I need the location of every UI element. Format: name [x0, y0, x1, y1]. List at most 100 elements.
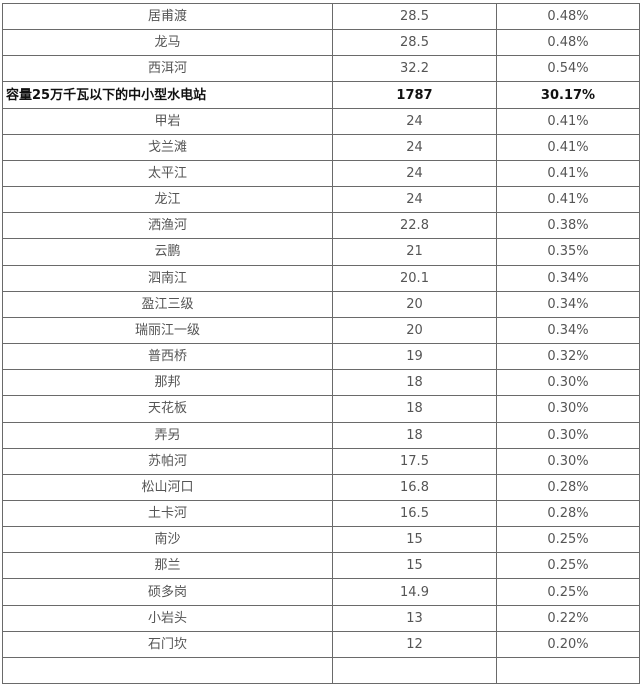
share-cell: 0.41%	[496, 107, 640, 135]
empty-cell	[496, 656, 640, 684]
station-name-cell: 容量25万千瓦以下的中小型水电站	[2, 81, 333, 109]
capacity-cell: 14.9	[332, 578, 497, 606]
share-cell: 0.30%	[496, 447, 640, 475]
share-cell: 0.35%	[496, 238, 640, 266]
table-row: 小岩头 13 0.22%	[2, 604, 640, 632]
capacity-cell: 18	[332, 421, 497, 449]
capacity-cell: 32.2	[332, 55, 497, 83]
table-row: 戈兰滩 24 0.41%	[2, 133, 640, 161]
table-row: 南沙 15 0.25%	[2, 526, 640, 554]
capacity-cell: 1787	[332, 81, 497, 109]
share-cell: 0.30%	[496, 421, 640, 449]
table-row: 苏帕河 17.5 0.30%	[2, 447, 640, 475]
station-name-cell: 硕多岗	[2, 578, 333, 606]
table-row: 硕多岗 14.9 0.25%	[2, 578, 640, 606]
table-row: 太平江 24 0.41%	[2, 159, 640, 188]
table-row: 西洱河 32.2 0.54%	[2, 55, 640, 83]
station-name-cell: 普西桥	[2, 343, 333, 371]
station-name-cell: 洒渔河	[2, 212, 333, 240]
table-row-subtotal: 容量25万千瓦以下的中小型水电站 1787 30.17%	[2, 81, 640, 109]
station-name-cell: 云鹏	[2, 238, 333, 266]
station-name-cell: 石门坎	[2, 630, 333, 658]
station-name-cell: 那邦	[2, 369, 333, 397]
station-name-cell: 松山河口	[2, 473, 333, 501]
capacity-cell: 24	[332, 133, 497, 161]
share-cell: 0.54%	[496, 55, 640, 83]
share-cell: 0.48%	[496, 2, 640, 31]
station-name-cell: 甲岩	[2, 107, 333, 135]
table-row: 泗南江 20.1 0.34%	[2, 264, 640, 292]
share-cell: 0.32%	[496, 343, 640, 371]
share-cell: 0.30%	[496, 369, 640, 397]
capacity-cell: 22.8	[332, 212, 497, 240]
table-row: 土卡河 16.5 0.28%	[2, 499, 640, 528]
station-name-cell: 居甫渡	[2, 2, 333, 31]
capacity-cell: 24	[332, 159, 497, 188]
station-name-cell: 泗南江	[2, 264, 333, 292]
station-name-cell: 盈江三级	[2, 290, 333, 318]
table-row: 洒渔河 22.8 0.38%	[2, 212, 640, 240]
station-name-cell: 龙马	[2, 29, 333, 57]
table-row: 天花板 18 0.30%	[2, 395, 640, 423]
station-name-cell: 瑞丽江一级	[2, 316, 333, 345]
station-name-cell: 龙江	[2, 186, 333, 214]
table-row: 那邦 18 0.30%	[2, 369, 640, 397]
capacity-cell: 20	[332, 316, 497, 345]
capacity-cell: 28.5	[332, 29, 497, 57]
station-name-cell: 天花板	[2, 395, 333, 423]
station-name-cell: 戈兰滩	[2, 133, 333, 161]
table-row: 瑞丽江一级 20 0.34%	[2, 316, 640, 345]
capacity-cell: 13	[332, 604, 497, 632]
station-name-cell: 小岩头	[2, 604, 333, 632]
station-name-cell: 弄另	[2, 421, 333, 449]
share-cell: 0.41%	[496, 159, 640, 188]
share-cell: 0.28%	[496, 473, 640, 501]
table-row-partial	[2, 656, 640, 684]
share-cell: 0.48%	[496, 29, 640, 57]
table-row: 盈江三级 20 0.34%	[2, 290, 640, 318]
station-name-cell: 西洱河	[2, 55, 333, 83]
capacity-cell: 16.5	[332, 499, 497, 528]
table-row: 龙江 24 0.41%	[2, 186, 640, 214]
share-cell: 0.25%	[496, 552, 640, 580]
share-cell: 0.22%	[496, 604, 640, 632]
table-row: 那兰 15 0.25%	[2, 552, 640, 580]
share-cell: 30.17%	[496, 81, 640, 109]
table-row: 石门坎 12 0.20%	[2, 630, 640, 658]
station-name-cell: 太平江	[2, 159, 333, 188]
share-cell: 0.41%	[496, 186, 640, 214]
table-row: 云鹏 21 0.35%	[2, 238, 640, 266]
capacity-cell: 15	[332, 552, 497, 580]
empty-cell	[332, 656, 497, 684]
capacity-cell: 16.8	[332, 473, 497, 501]
share-cell: 0.41%	[496, 133, 640, 161]
share-cell: 0.20%	[496, 630, 640, 658]
capacity-cell: 17.5	[332, 447, 497, 475]
capacity-cell: 21	[332, 238, 497, 266]
empty-cell	[2, 656, 333, 684]
station-name-cell: 苏帕河	[2, 447, 333, 475]
capacity-cell: 20	[332, 290, 497, 318]
capacity-cell: 15	[332, 526, 497, 554]
capacity-cell: 18	[332, 369, 497, 397]
table-row: 居甫渡 28.5 0.48%	[2, 2, 640, 31]
table-row: 龙马 28.5 0.48%	[2, 29, 640, 57]
share-cell: 0.34%	[496, 290, 640, 318]
station-name-cell: 土卡河	[2, 499, 333, 528]
share-cell: 0.38%	[496, 212, 640, 240]
table-row: 甲岩 24 0.41%	[2, 107, 640, 135]
share-cell: 0.30%	[496, 395, 640, 423]
table-row: 普西桥 19 0.32%	[2, 343, 640, 371]
share-cell: 0.34%	[496, 264, 640, 292]
capacity-cell: 24	[332, 186, 497, 214]
capacity-cell: 20.1	[332, 264, 497, 292]
share-cell: 0.25%	[496, 578, 640, 606]
share-cell: 0.25%	[496, 526, 640, 554]
table-row: 松山河口 16.8 0.28%	[2, 473, 640, 501]
station-name-cell: 南沙	[2, 526, 333, 554]
share-cell: 0.34%	[496, 316, 640, 345]
station-name-cell: 那兰	[2, 552, 333, 580]
capacity-cell: 19	[332, 343, 497, 371]
